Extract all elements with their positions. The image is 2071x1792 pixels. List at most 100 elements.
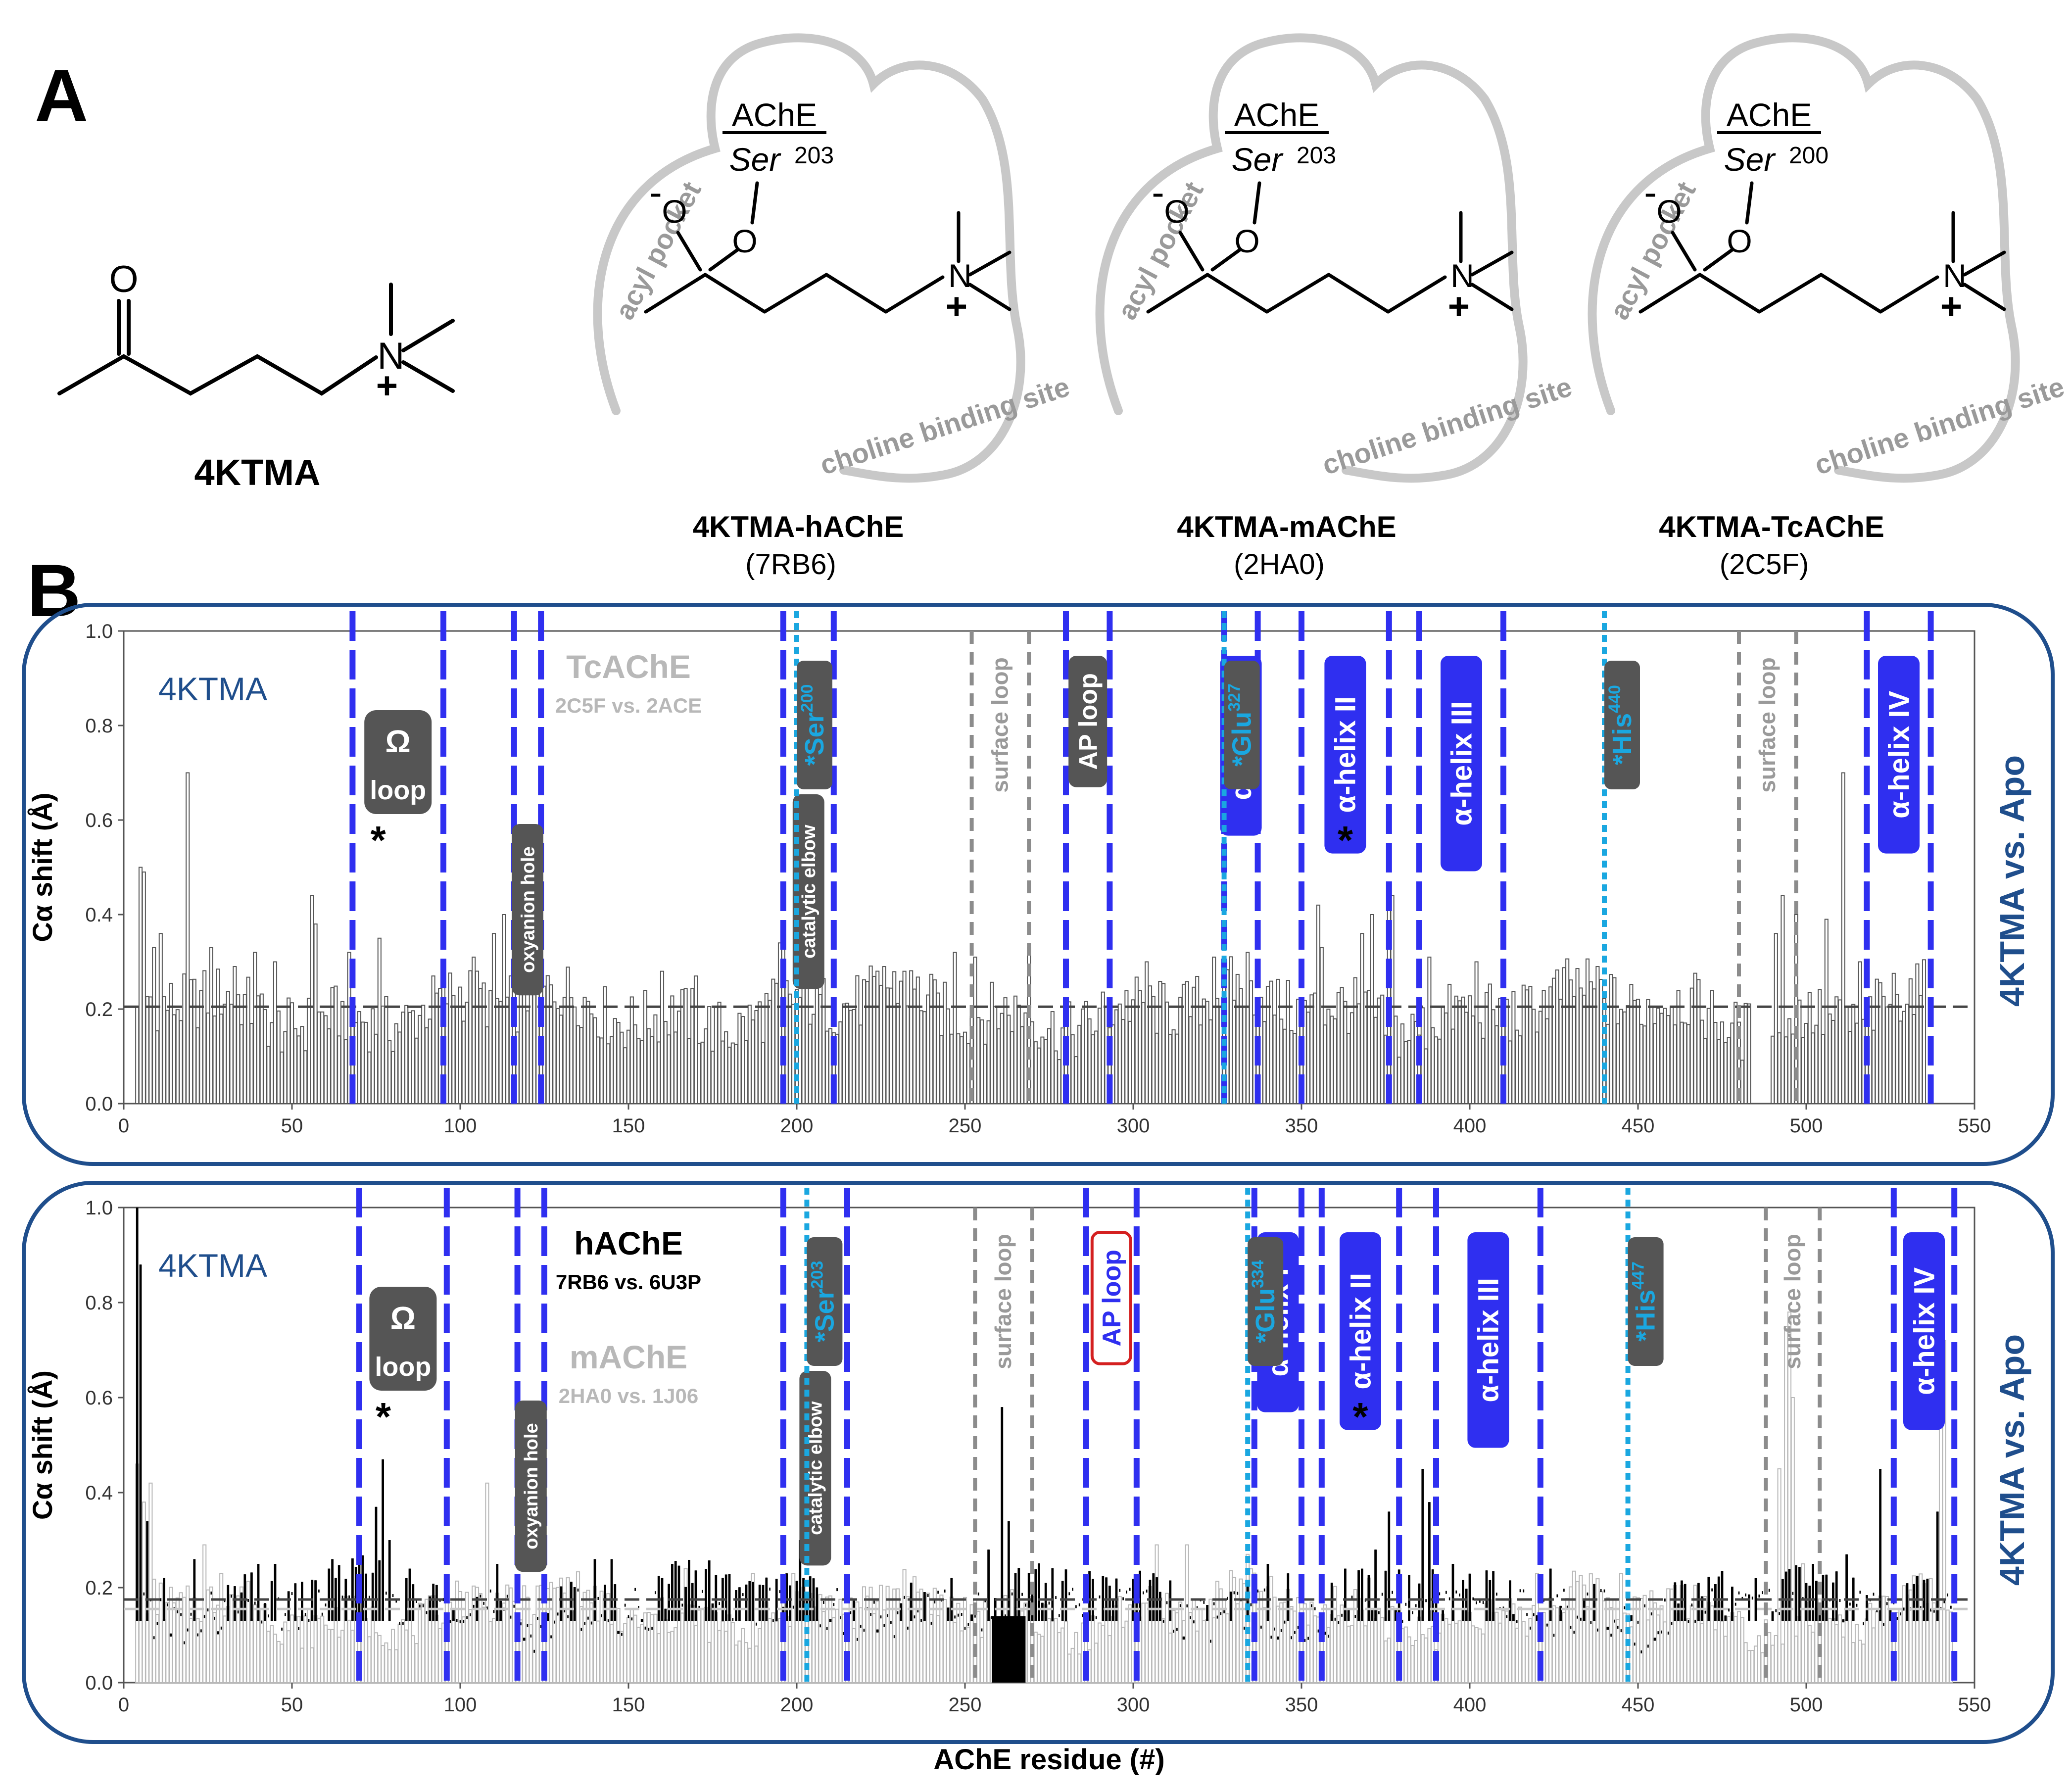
bar bbox=[909, 970, 914, 1104]
bar bbox=[1212, 956, 1216, 1104]
bar-mache bbox=[1868, 1602, 1873, 1683]
bar-mache bbox=[1424, 1637, 1428, 1684]
bar-hache-top bbox=[395, 1599, 397, 1603]
bond-line bbox=[1757, 273, 1823, 314]
bar-mache bbox=[1612, 1598, 1617, 1683]
bar bbox=[1293, 1033, 1297, 1104]
bar-hache bbox=[1374, 1550, 1377, 1621]
bar-mache bbox=[650, 1614, 654, 1684]
bar bbox=[1033, 1041, 1038, 1105]
bar-mache bbox=[273, 1634, 278, 1683]
ligand-label: 4KTMA bbox=[158, 671, 267, 707]
bar bbox=[283, 1031, 288, 1104]
bar bbox=[1743, 1003, 1748, 1104]
bar-hache-top bbox=[197, 1633, 198, 1637]
bar-mache bbox=[741, 1628, 745, 1683]
bar bbox=[145, 996, 149, 1104]
bar-mache bbox=[1760, 1652, 1765, 1684]
y-tick-label: 0.6 bbox=[85, 810, 113, 831]
bar-mache bbox=[730, 1622, 735, 1683]
bar-mache bbox=[1797, 1616, 1802, 1683]
bar-hache bbox=[900, 1603, 903, 1621]
bar-mache bbox=[734, 1645, 738, 1683]
bar-hache bbox=[674, 1561, 677, 1621]
serine-label: Ser bbox=[1724, 141, 1777, 178]
x-tick-label: 200 bbox=[780, 1115, 814, 1137]
bar-hache bbox=[1536, 1615, 1539, 1621]
bar-mache bbox=[1306, 1624, 1310, 1683]
bar-hache-top bbox=[732, 1618, 734, 1621]
bar bbox=[1397, 1057, 1401, 1104]
bar-mache bbox=[1720, 1620, 1725, 1684]
bar-hache-top bbox=[1059, 1614, 1060, 1617]
bar bbox=[472, 956, 476, 1104]
bar-hache bbox=[987, 1550, 990, 1621]
bond-line bbox=[708, 248, 739, 272]
bar bbox=[189, 979, 193, 1105]
key-residue-box bbox=[807, 1237, 843, 1366]
bar bbox=[1548, 986, 1553, 1104]
bar bbox=[1313, 992, 1317, 1104]
bar-hache bbox=[677, 1565, 680, 1621]
bar bbox=[922, 1011, 927, 1105]
bar bbox=[1208, 1019, 1213, 1104]
bar-hache bbox=[947, 1607, 950, 1621]
bar bbox=[394, 1023, 398, 1105]
bar bbox=[1161, 983, 1166, 1105]
bar bbox=[855, 975, 860, 1105]
bar bbox=[263, 1009, 267, 1105]
choline-site-label: choline binding site bbox=[1318, 371, 1576, 481]
bar-hache-top bbox=[419, 1604, 421, 1608]
bar-hache-top bbox=[698, 1605, 700, 1609]
omega-symbol: Ω bbox=[390, 1300, 416, 1336]
bar-mache bbox=[1067, 1653, 1071, 1683]
bar-hache-top bbox=[769, 1588, 771, 1591]
bar-mache bbox=[289, 1614, 294, 1683]
bar-hache-top bbox=[1338, 1621, 1340, 1624]
bar bbox=[1703, 1037, 1708, 1105]
bar bbox=[1171, 1029, 1176, 1104]
bar bbox=[1521, 984, 1526, 1105]
bar bbox=[667, 1034, 671, 1104]
region-label: catalytic elbow bbox=[799, 824, 819, 959]
bar bbox=[1007, 1015, 1011, 1105]
bar-hache bbox=[610, 1559, 613, 1621]
bar-hache bbox=[1549, 1568, 1552, 1621]
bar-hache bbox=[1344, 1568, 1347, 1621]
bar bbox=[821, 978, 826, 1105]
bar bbox=[482, 982, 486, 1104]
bar bbox=[865, 981, 869, 1105]
bar-hache-top bbox=[651, 1627, 653, 1630]
bar-mache bbox=[599, 1591, 604, 1683]
bar-hache bbox=[1606, 1627, 1609, 1630]
bar-mache bbox=[960, 1630, 964, 1684]
bar-hache bbox=[1330, 1582, 1333, 1621]
bar bbox=[411, 1010, 415, 1105]
bar-mache bbox=[636, 1627, 641, 1683]
y-tick-label: 1.0 bbox=[85, 621, 113, 642]
loop-word: loop bbox=[375, 1352, 431, 1382]
bar bbox=[239, 1024, 244, 1104]
bar-hache-top bbox=[1173, 1630, 1174, 1633]
x-tick-label: 200 bbox=[780, 1694, 814, 1716]
bar-hache-top bbox=[1704, 1610, 1706, 1614]
bar-mache bbox=[1794, 1635, 1798, 1683]
bar-hache-top bbox=[1095, 1616, 1097, 1619]
bar bbox=[1858, 961, 1862, 1104]
bar-hache bbox=[1707, 1577, 1710, 1621]
bar bbox=[502, 914, 506, 1104]
x-tick-label: 400 bbox=[1453, 1115, 1487, 1137]
bar bbox=[1491, 1009, 1495, 1104]
bar bbox=[1595, 966, 1600, 1105]
bar bbox=[1054, 1050, 1058, 1105]
y-tick-label: 1.0 bbox=[85, 1197, 113, 1219]
bar bbox=[889, 987, 893, 1104]
bar-mache bbox=[1736, 1611, 1741, 1683]
bar-mache bbox=[1602, 1600, 1607, 1683]
bar bbox=[1010, 1031, 1014, 1105]
solid-block bbox=[992, 1616, 1026, 1683]
bar-hache bbox=[668, 1584, 670, 1621]
bar bbox=[868, 966, 873, 1104]
